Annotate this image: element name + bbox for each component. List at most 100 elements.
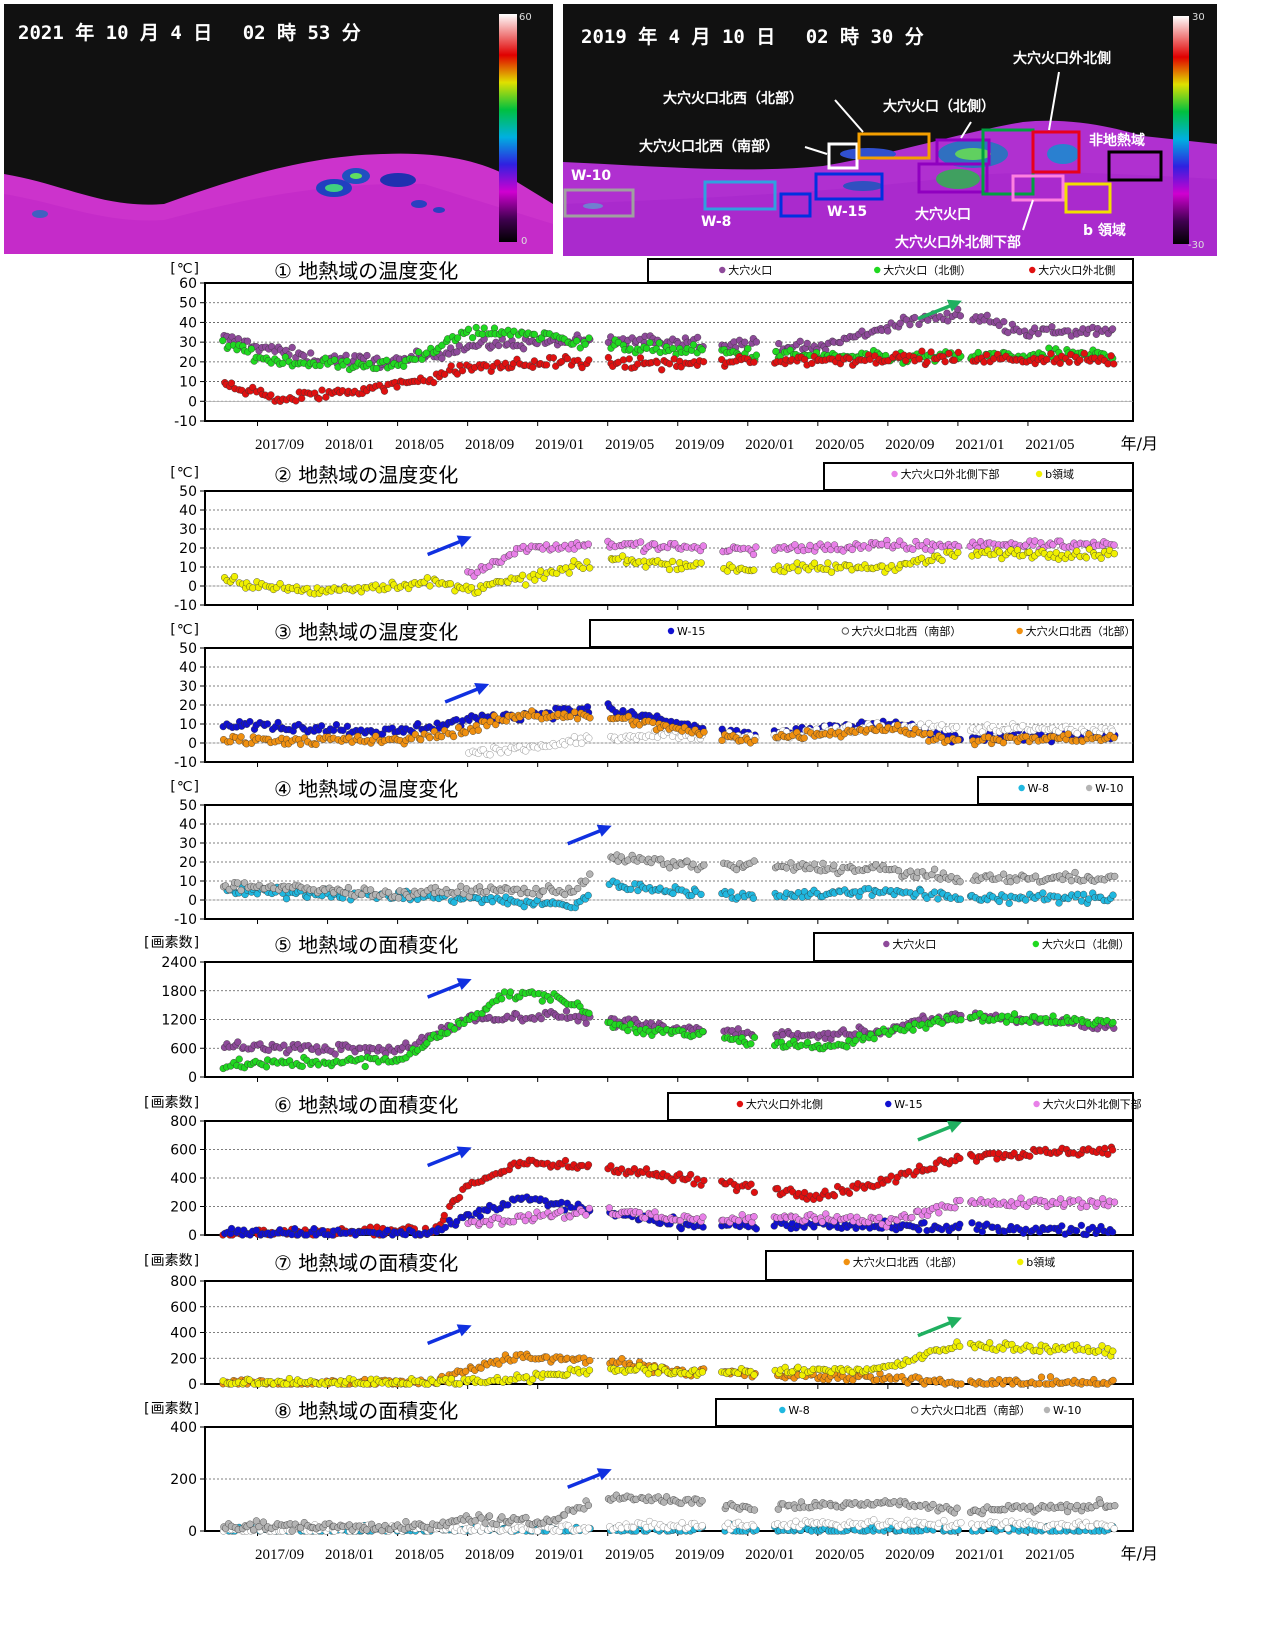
data-point bbox=[741, 338, 749, 346]
data-point bbox=[700, 861, 708, 869]
y-tick-label: 50 bbox=[179, 484, 197, 500]
chart-panel-3: ③ 地熱域の温度変化[℃] W-15 大穴火口北西（南部） 大穴火口北西（北部）-10… bbox=[168, 619, 1136, 771]
data-point bbox=[909, 545, 917, 553]
data-point bbox=[237, 886, 245, 894]
data-point bbox=[618, 552, 627, 560]
data-point bbox=[1017, 1194, 1025, 1202]
data-point bbox=[235, 1055, 243, 1063]
data-point bbox=[827, 568, 836, 576]
data-point bbox=[775, 340, 783, 348]
data-point bbox=[956, 1196, 964, 1205]
data-point bbox=[689, 860, 697, 868]
trend-arrowhead bbox=[946, 299, 962, 312]
data-point bbox=[415, 348, 423, 356]
data-point bbox=[1073, 547, 1081, 555]
y-tick-label: -10 bbox=[174, 414, 197, 430]
data-point bbox=[584, 891, 592, 900]
series-pink bbox=[464, 536, 1118, 580]
data-point bbox=[584, 1161, 593, 1169]
y-tick-label: 0 bbox=[188, 736, 197, 752]
data-point bbox=[1025, 548, 1033, 556]
y-tick-label: 0 bbox=[188, 1228, 197, 1244]
data-point bbox=[749, 550, 758, 559]
data-point bbox=[417, 736, 425, 744]
data-point bbox=[1110, 360, 1118, 368]
y-tick-label: 200 bbox=[170, 1351, 197, 1367]
data-point bbox=[699, 542, 707, 550]
legend-marker bbox=[891, 470, 898, 478]
legend-marker bbox=[667, 627, 675, 635]
data-point bbox=[332, 721, 341, 729]
legend-marker bbox=[874, 266, 881, 274]
legend-marker bbox=[843, 1258, 850, 1266]
data-point bbox=[322, 393, 330, 401]
scale-min-label: 0 bbox=[521, 236, 528, 247]
data-point bbox=[453, 348, 461, 356]
data-point bbox=[447, 362, 455, 370]
data-point bbox=[938, 1019, 946, 1027]
data-point bbox=[452, 716, 461, 724]
data-point bbox=[316, 361, 324, 370]
data-point bbox=[279, 359, 287, 367]
data-point bbox=[954, 348, 963, 357]
data-point bbox=[956, 1342, 964, 1351]
y-tick-label: 20 bbox=[179, 698, 197, 714]
data-point bbox=[830, 861, 838, 869]
data-point bbox=[642, 563, 650, 571]
legend-marker bbox=[1085, 784, 1093, 792]
data-point bbox=[519, 345, 528, 353]
y-tick-label: 50 bbox=[179, 798, 197, 814]
data-point bbox=[586, 714, 594, 722]
data-point bbox=[923, 358, 931, 366]
trend-arrowhead bbox=[456, 535, 472, 548]
y-tick-label: 60 bbox=[179, 276, 197, 292]
data-point bbox=[464, 325, 473, 333]
series-purple bbox=[220, 305, 1117, 371]
data-point bbox=[830, 1192, 839, 1200]
data-point bbox=[563, 355, 572, 363]
data-point bbox=[561, 890, 569, 899]
legend-label: b領域 bbox=[1026, 1255, 1055, 1269]
data-point bbox=[819, 859, 827, 868]
legend-label: W-15 bbox=[894, 1098, 922, 1111]
data-point bbox=[573, 337, 581, 345]
data-point bbox=[312, 740, 320, 749]
data-point bbox=[699, 358, 708, 366]
data-point bbox=[968, 1219, 976, 1227]
legend-marker bbox=[1033, 1100, 1040, 1108]
data-point bbox=[1076, 356, 1084, 364]
chart-title: ⑥ 地熱域の面積変化 bbox=[274, 1093, 458, 1117]
data-point bbox=[549, 354, 558, 362]
y-tick-label: 30 bbox=[179, 679, 197, 695]
data-point bbox=[806, 541, 814, 550]
data-point bbox=[995, 897, 1003, 906]
data-point bbox=[870, 1035, 878, 1043]
data-points bbox=[219, 305, 1118, 405]
data-point bbox=[263, 720, 272, 728]
y-tick-label: 600 bbox=[170, 1041, 197, 1057]
y-axis-label: [℃] bbox=[168, 622, 201, 638]
data-point bbox=[243, 337, 252, 345]
data-point bbox=[887, 1172, 895, 1180]
data-point bbox=[438, 733, 446, 741]
data-point bbox=[927, 348, 935, 356]
y-axis-label: [℃] bbox=[168, 261, 201, 277]
data-point bbox=[750, 1188, 759, 1197]
data-point bbox=[446, 580, 455, 588]
data-point bbox=[619, 356, 628, 364]
data-point bbox=[908, 1213, 916, 1222]
data-point bbox=[365, 359, 373, 368]
data-point bbox=[1107, 352, 1115, 360]
data-point bbox=[1031, 872, 1040, 880]
data-point bbox=[469, 334, 477, 342]
data-point bbox=[683, 857, 691, 865]
color-scale-bar bbox=[499, 14, 517, 242]
data-point bbox=[1110, 734, 1118, 742]
legend-label: 大穴火口外北側 bbox=[746, 1097, 823, 1111]
leader-lines bbox=[804, 71, 1060, 231]
data-point bbox=[924, 316, 932, 324]
data-point bbox=[934, 895, 942, 903]
data-point bbox=[747, 1040, 755, 1048]
